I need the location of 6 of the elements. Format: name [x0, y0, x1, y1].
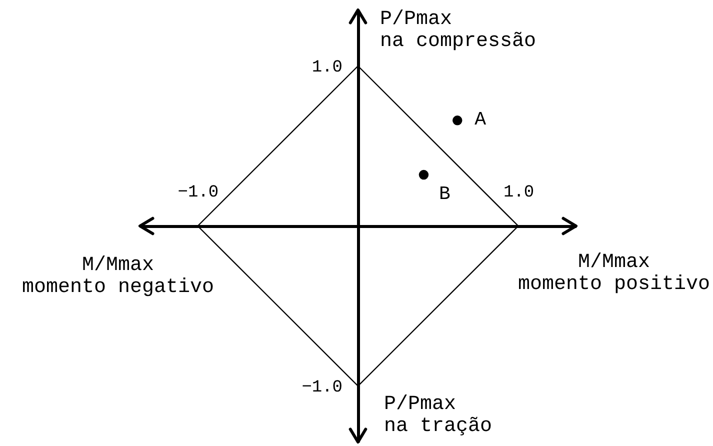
series-label: B [439, 182, 450, 205]
annotation: P/Pmax na tração [384, 393, 492, 438]
y-axis-title: P/Pmax na compressão [380, 8, 536, 53]
x-axis-title: M/Mmax momento positivo [518, 251, 710, 296]
annotation: M/Mmax momento negativo [22, 254, 214, 299]
series-label: A [474, 108, 487, 130]
